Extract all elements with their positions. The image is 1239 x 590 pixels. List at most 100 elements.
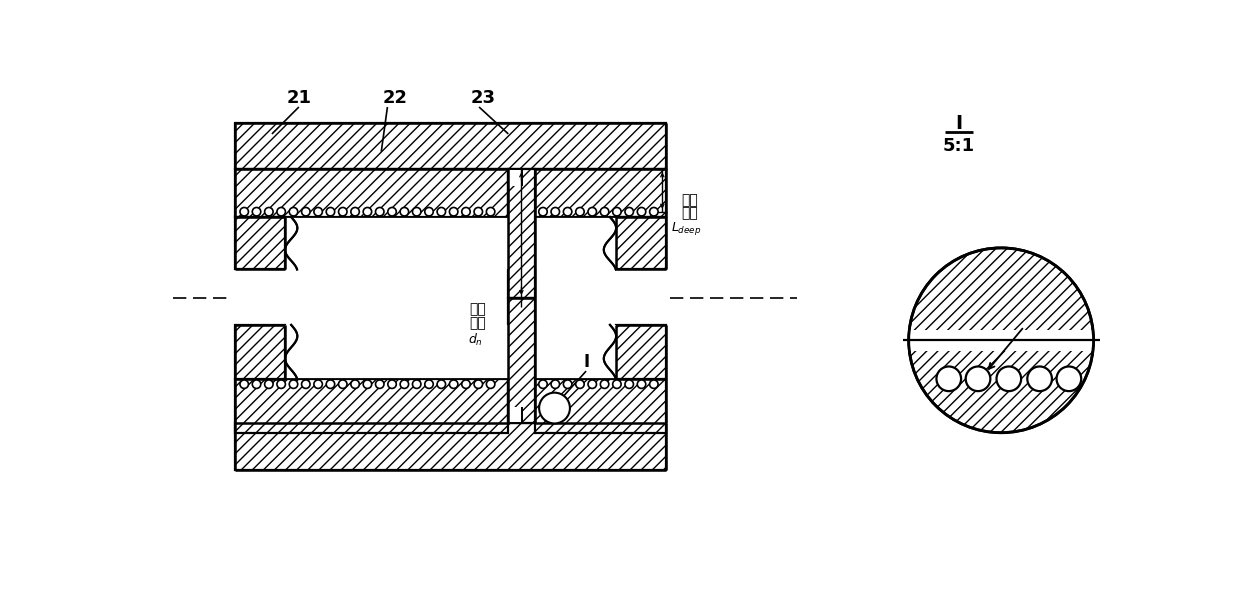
Circle shape xyxy=(589,380,596,388)
Text: I: I xyxy=(584,353,590,371)
Text: 21: 21 xyxy=(286,88,311,107)
Bar xyxy=(235,217,285,270)
Bar xyxy=(616,325,667,379)
Bar xyxy=(285,325,508,379)
Circle shape xyxy=(475,380,482,388)
Circle shape xyxy=(425,208,434,216)
Text: 5:1: 5:1 xyxy=(943,137,975,155)
Circle shape xyxy=(601,380,608,388)
Circle shape xyxy=(601,208,608,216)
Text: I: I xyxy=(955,114,963,133)
Bar xyxy=(508,407,522,424)
Circle shape xyxy=(326,208,335,216)
Bar xyxy=(535,379,667,432)
Circle shape xyxy=(539,208,548,216)
Bar xyxy=(286,218,508,268)
Circle shape xyxy=(637,208,646,216)
Circle shape xyxy=(487,208,494,216)
Bar xyxy=(536,326,610,378)
Circle shape xyxy=(965,366,990,391)
Circle shape xyxy=(278,208,285,216)
Text: 直径: 直径 xyxy=(470,316,486,330)
Circle shape xyxy=(908,248,1094,432)
Bar xyxy=(235,169,508,217)
Circle shape xyxy=(326,380,335,388)
Circle shape xyxy=(240,208,249,216)
Circle shape xyxy=(539,393,570,424)
Bar xyxy=(508,298,535,424)
Circle shape xyxy=(450,208,458,216)
Circle shape xyxy=(400,208,409,216)
Bar xyxy=(235,123,667,169)
Bar xyxy=(235,325,285,379)
Bar xyxy=(508,169,535,298)
Text: $L_{deep}$: $L_{deep}$ xyxy=(672,220,701,237)
Bar xyxy=(235,424,667,470)
Circle shape xyxy=(289,208,297,216)
Circle shape xyxy=(564,380,572,388)
Circle shape xyxy=(624,380,633,388)
Circle shape xyxy=(363,208,372,216)
Circle shape xyxy=(475,208,482,216)
Circle shape xyxy=(462,208,471,216)
Circle shape xyxy=(301,380,310,388)
Circle shape xyxy=(278,380,285,388)
Circle shape xyxy=(649,380,658,388)
Bar xyxy=(285,217,508,270)
Circle shape xyxy=(289,380,297,388)
Circle shape xyxy=(564,208,572,216)
Circle shape xyxy=(363,380,372,388)
Text: 深度: 深度 xyxy=(681,206,698,220)
Text: 电阻丝: 电阻丝 xyxy=(1017,303,1040,316)
Circle shape xyxy=(253,208,260,216)
Circle shape xyxy=(539,380,548,388)
Circle shape xyxy=(624,208,633,216)
Circle shape xyxy=(338,380,347,388)
Circle shape xyxy=(612,208,621,216)
Text: 23: 23 xyxy=(471,88,496,107)
Circle shape xyxy=(388,380,396,388)
Bar xyxy=(616,217,667,270)
Circle shape xyxy=(413,208,421,216)
Bar xyxy=(535,217,616,270)
Circle shape xyxy=(400,380,409,388)
Circle shape xyxy=(612,380,621,388)
Bar xyxy=(536,218,610,268)
Text: $d_n$: $d_n$ xyxy=(468,332,483,348)
Bar xyxy=(508,169,522,186)
Bar xyxy=(235,379,508,432)
Circle shape xyxy=(351,208,359,216)
Circle shape xyxy=(551,208,560,216)
Circle shape xyxy=(413,380,421,388)
Circle shape xyxy=(240,380,249,388)
Circle shape xyxy=(265,208,273,216)
Circle shape xyxy=(375,208,384,216)
Circle shape xyxy=(1057,366,1082,391)
Circle shape xyxy=(301,208,310,216)
Circle shape xyxy=(996,366,1021,391)
Circle shape xyxy=(462,380,471,388)
Circle shape xyxy=(338,208,347,216)
Circle shape xyxy=(487,380,494,388)
Bar xyxy=(908,330,1094,351)
Text: 直径$D_r$: 直径$D_r$ xyxy=(1014,316,1042,331)
Circle shape xyxy=(937,366,961,391)
Text: 公称: 公称 xyxy=(470,303,486,316)
Circle shape xyxy=(576,380,584,388)
Circle shape xyxy=(637,380,646,388)
Circle shape xyxy=(551,380,560,388)
Circle shape xyxy=(388,208,396,216)
Bar xyxy=(535,325,616,379)
Circle shape xyxy=(265,380,273,388)
Text: 22: 22 xyxy=(383,88,408,107)
Circle shape xyxy=(375,380,384,388)
Circle shape xyxy=(351,380,359,388)
Circle shape xyxy=(649,208,658,216)
Circle shape xyxy=(313,380,322,388)
Circle shape xyxy=(253,380,260,388)
Circle shape xyxy=(313,208,322,216)
Text: 埋线: 埋线 xyxy=(681,193,698,207)
Circle shape xyxy=(589,208,596,216)
Circle shape xyxy=(437,208,446,216)
Circle shape xyxy=(1027,366,1052,391)
